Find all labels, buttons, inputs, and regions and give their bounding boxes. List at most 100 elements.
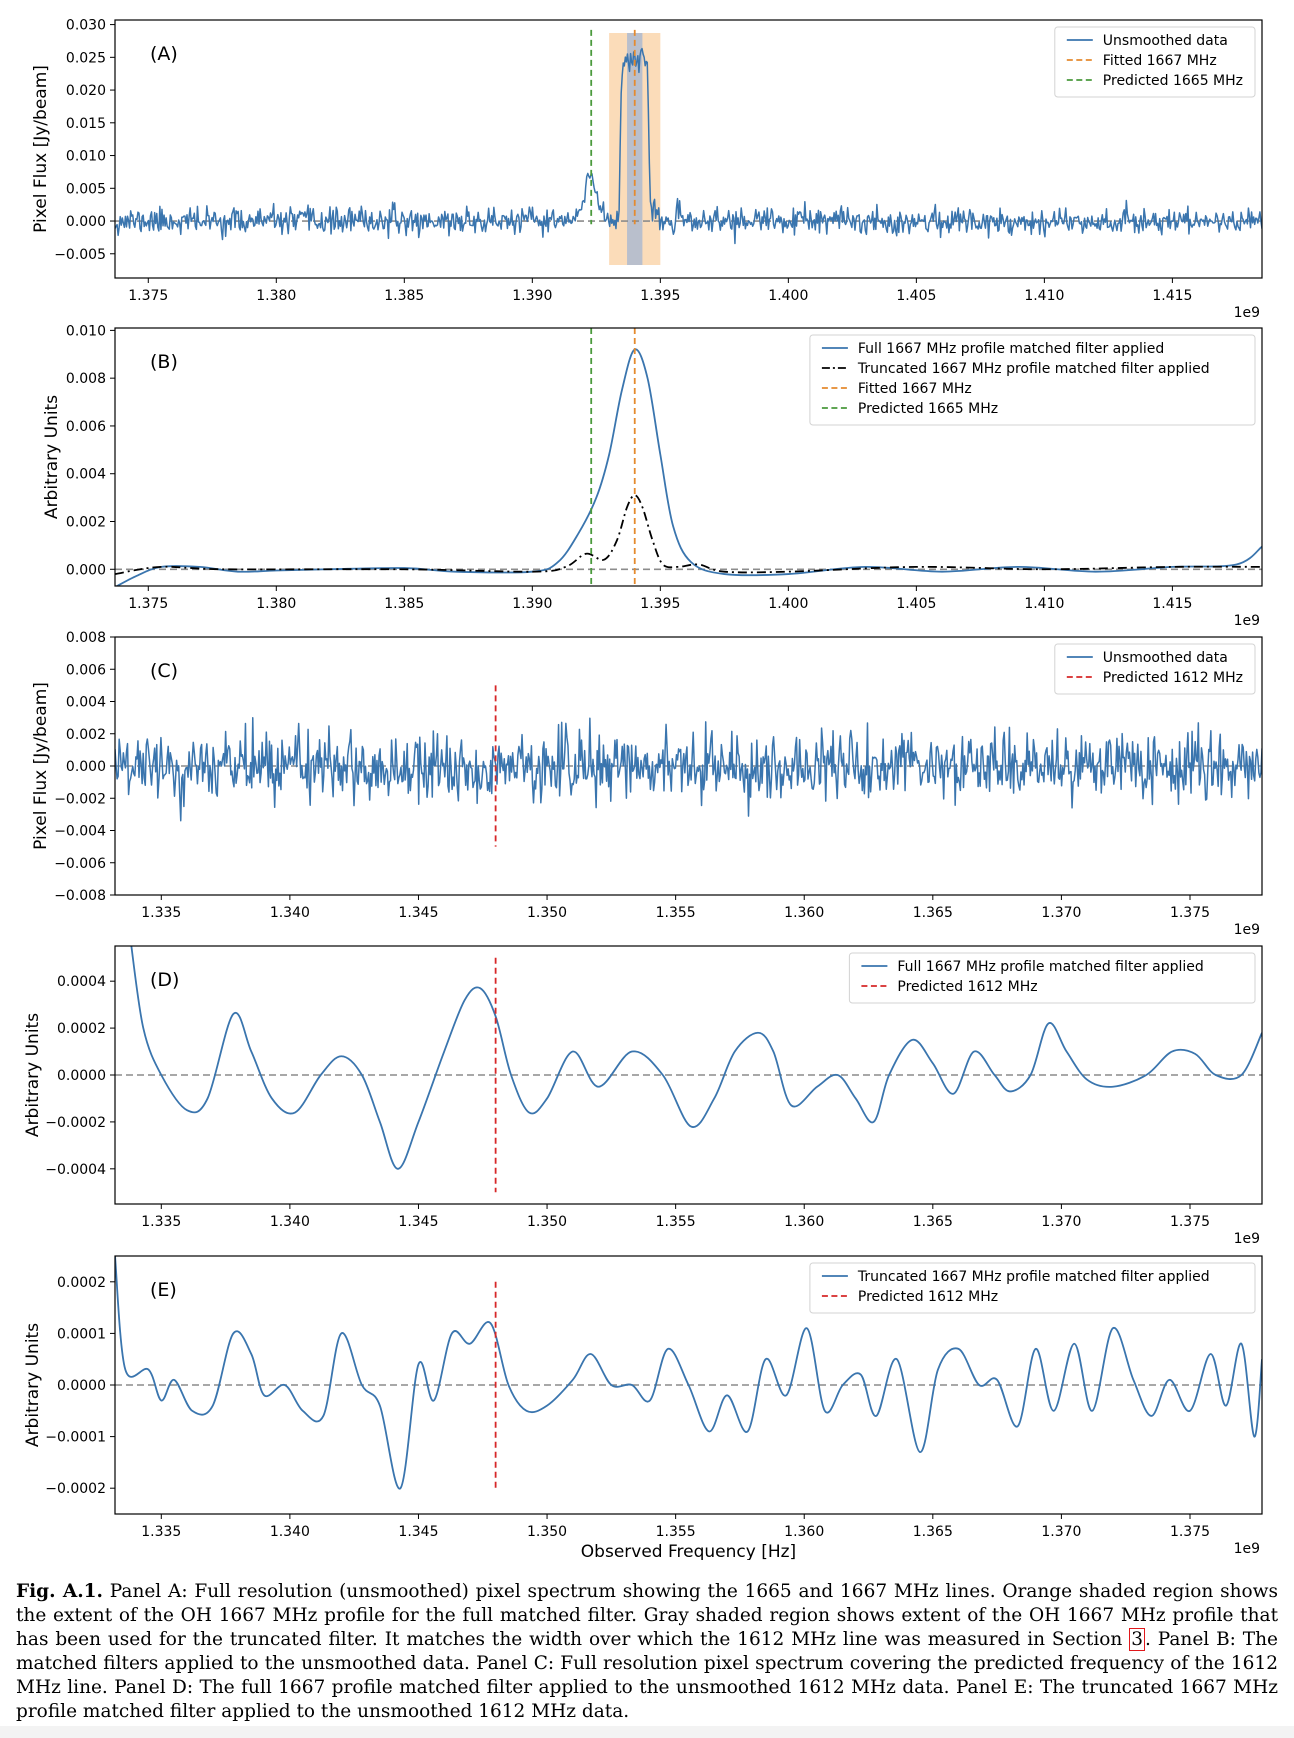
legend-label: Truncated 1667 MHz profile matched filte… (857, 361, 1210, 377)
panel-label: (E) (150, 1279, 177, 1301)
y-tick-label: 0.0002 (57, 1275, 106, 1291)
x-tick-label: 1.410 (1024, 596, 1064, 612)
panel-label: (A) (150, 43, 178, 65)
y-tick-label: 0.0000 (57, 1378, 106, 1394)
legend-label: Full 1667 MHz profile matched filter app… (897, 959, 1203, 975)
y-tick-label: −0.008 (54, 888, 106, 904)
shaded-region-1 (627, 33, 643, 265)
x-tick-label: 1.365 (913, 1214, 953, 1230)
axes-frame (114, 19, 1263, 279)
legend-frame (809, 1262, 1256, 1314)
panel-c: 1.335 1.340 1.345 1.350 1.355 1.360 1.365 1.370… (31, 630, 1263, 938)
x-tick-label: 1.350 (527, 1214, 567, 1230)
series-line-0 (130, 946, 1262, 1170)
plot-area (115, 328, 1262, 586)
y-tick-label: 0.010 (66, 149, 106, 165)
x-tick-label: 1.415 (1152, 288, 1192, 304)
plot-area (115, 1256, 1262, 1490)
x-tick-label: 1.380 (256, 596, 296, 612)
x-tick-label: 1.355 (656, 1524, 696, 1540)
x-offset-label: 1e9 (1234, 305, 1260, 321)
y-tick-label: 0.005 (66, 181, 106, 197)
legend-label: Predicted 1612 MHz (897, 979, 1037, 995)
panel-e: 1.335 1.340 1.345 1.350 1.355 1.360 1.365 1.370… (23, 1255, 1263, 1560)
x-tick-label: 1.375 (1170, 1214, 1210, 1230)
x-tick-label: 1.395 (640, 288, 680, 304)
legend: Unsmoothed data Fitted 1667 MHz Predicted … (1054, 26, 1256, 98)
legend-frame (809, 334, 1256, 426)
figure-caption: Fig. A.1. Panel A: Full resolution (unsm… (16, 1580, 1278, 1724)
y-tick-label: 0.002 (66, 515, 106, 531)
y-tick-label: 0.0002 (57, 1021, 106, 1037)
legend-label: Fitted 1667 MHz (858, 381, 972, 397)
legend-label: Predicted 1612 MHz (858, 1289, 998, 1305)
x-tick-label: 1.370 (1041, 905, 1081, 921)
legend-label: Predicted 1612 MHz (1103, 670, 1243, 686)
x-tick-label: 1.340 (270, 1524, 310, 1540)
x-tick-label: 1.345 (398, 1214, 438, 1230)
x-tick-label: 1.345 (398, 905, 438, 921)
y-tick-label: 0.000 (66, 214, 106, 230)
x-tick-label: 1.390 (512, 288, 552, 304)
legend-label: Fitted 1667 MHz (1103, 53, 1217, 69)
legend-label: Truncated 1667 MHz profile matched filte… (857, 1269, 1210, 1285)
panel-b: 1.375 1.380 1.385 1.390 1.395 1.400 1.405 1.410… (42, 323, 1263, 629)
x-tick-label: 1.360 (784, 905, 824, 921)
caption-text-part2: . Panel B: The matched filters applied t… (16, 1629, 1278, 1722)
x-tick-label: 1.410 (1024, 288, 1064, 304)
y-tick-label: 0.020 (66, 83, 106, 99)
x-tick-label: 1.360 (784, 1214, 824, 1230)
legend: Unsmoothed data Predicted 1612 MHz (1054, 643, 1256, 695)
plot-area (115, 29, 1262, 245)
x-tick-label: 1.340 (270, 905, 310, 921)
x-tick-label: 1.350 (527, 905, 567, 921)
y-tick-label: 0.0001 (57, 1326, 106, 1342)
x-tick-label: 1.360 (784, 1524, 824, 1540)
y-tick-label: 0.006 (66, 662, 106, 678)
section-reference-link[interactable]: 3 (1129, 1628, 1145, 1651)
y-tick-label: −0.005 (54, 247, 106, 263)
x-tick-label: 1.335 (141, 1214, 181, 1230)
panel-label: (D) (150, 969, 179, 991)
y-axis-label: Pixel Flux [Jy/beam] (31, 682, 51, 850)
x-tick-label: 1.350 (527, 1524, 567, 1540)
legend: Truncated 1667 MHz profile matched filte… (809, 1262, 1256, 1314)
y-tick-label: −0.002 (54, 791, 106, 807)
legend: Full 1667 MHz profile matched filter app… (809, 334, 1256, 426)
legend-label: Predicted 1665 MHz (858, 401, 998, 417)
y-axis-label: Arbitrary Units (42, 395, 62, 519)
y-tick-label: 0.006 (66, 419, 106, 435)
x-tick-label: 1.365 (913, 905, 953, 921)
x-tick-label: 1.385 (384, 596, 424, 612)
y-tick-label: 0.008 (66, 371, 106, 387)
y-tick-label: 0.015 (66, 116, 106, 132)
x-tick-label: 1.405 (896, 596, 936, 612)
figure-panels: 1.375 1.380 1.385 1.390 1.395 1.400 1.405 1.410… (23, 18, 1263, 1560)
legend-label: Unsmoothed data (1103, 650, 1228, 666)
x-tick-label: 1.365 (913, 1524, 953, 1540)
y-tick-label: 0.010 (66, 323, 106, 339)
x-tick-label: 1.340 (270, 1214, 310, 1230)
x-tick-label: 1.400 (768, 288, 808, 304)
panel-d: 1.335 1.340 1.345 1.350 1.355 1.360 1.365 1.370… (23, 945, 1263, 1247)
x-tick-label: 1.380 (256, 288, 296, 304)
x-tick-label: 1.370 (1041, 1524, 1081, 1540)
x-axis-label: Observed Frequency [Hz] (581, 1542, 796, 1560)
x-tick-label: 1.355 (656, 1214, 696, 1230)
legend-frame (1054, 26, 1256, 98)
x-tick-label: 1.345 (398, 1524, 438, 1540)
y-tick-label: −0.0002 (45, 1481, 106, 1497)
plot-area (115, 685, 1262, 847)
y-tick-label: −0.004 (54, 824, 106, 840)
y-tick-label: 0.008 (66, 630, 106, 646)
y-tick-label: 0.000 (66, 562, 106, 578)
series-line-0 (115, 717, 1262, 822)
y-tick-label: −0.0004 (45, 1162, 106, 1178)
y-tick-label: −0.0002 (45, 1115, 106, 1131)
y-axis-label: Arbitrary Units (23, 1013, 43, 1137)
series-line-0 (115, 1256, 1262, 1490)
plot-area (115, 946, 1262, 1193)
y-tick-label: 0.030 (66, 18, 106, 34)
x-tick-label: 1.370 (1041, 1214, 1081, 1230)
panel-label: (C) (150, 660, 178, 682)
